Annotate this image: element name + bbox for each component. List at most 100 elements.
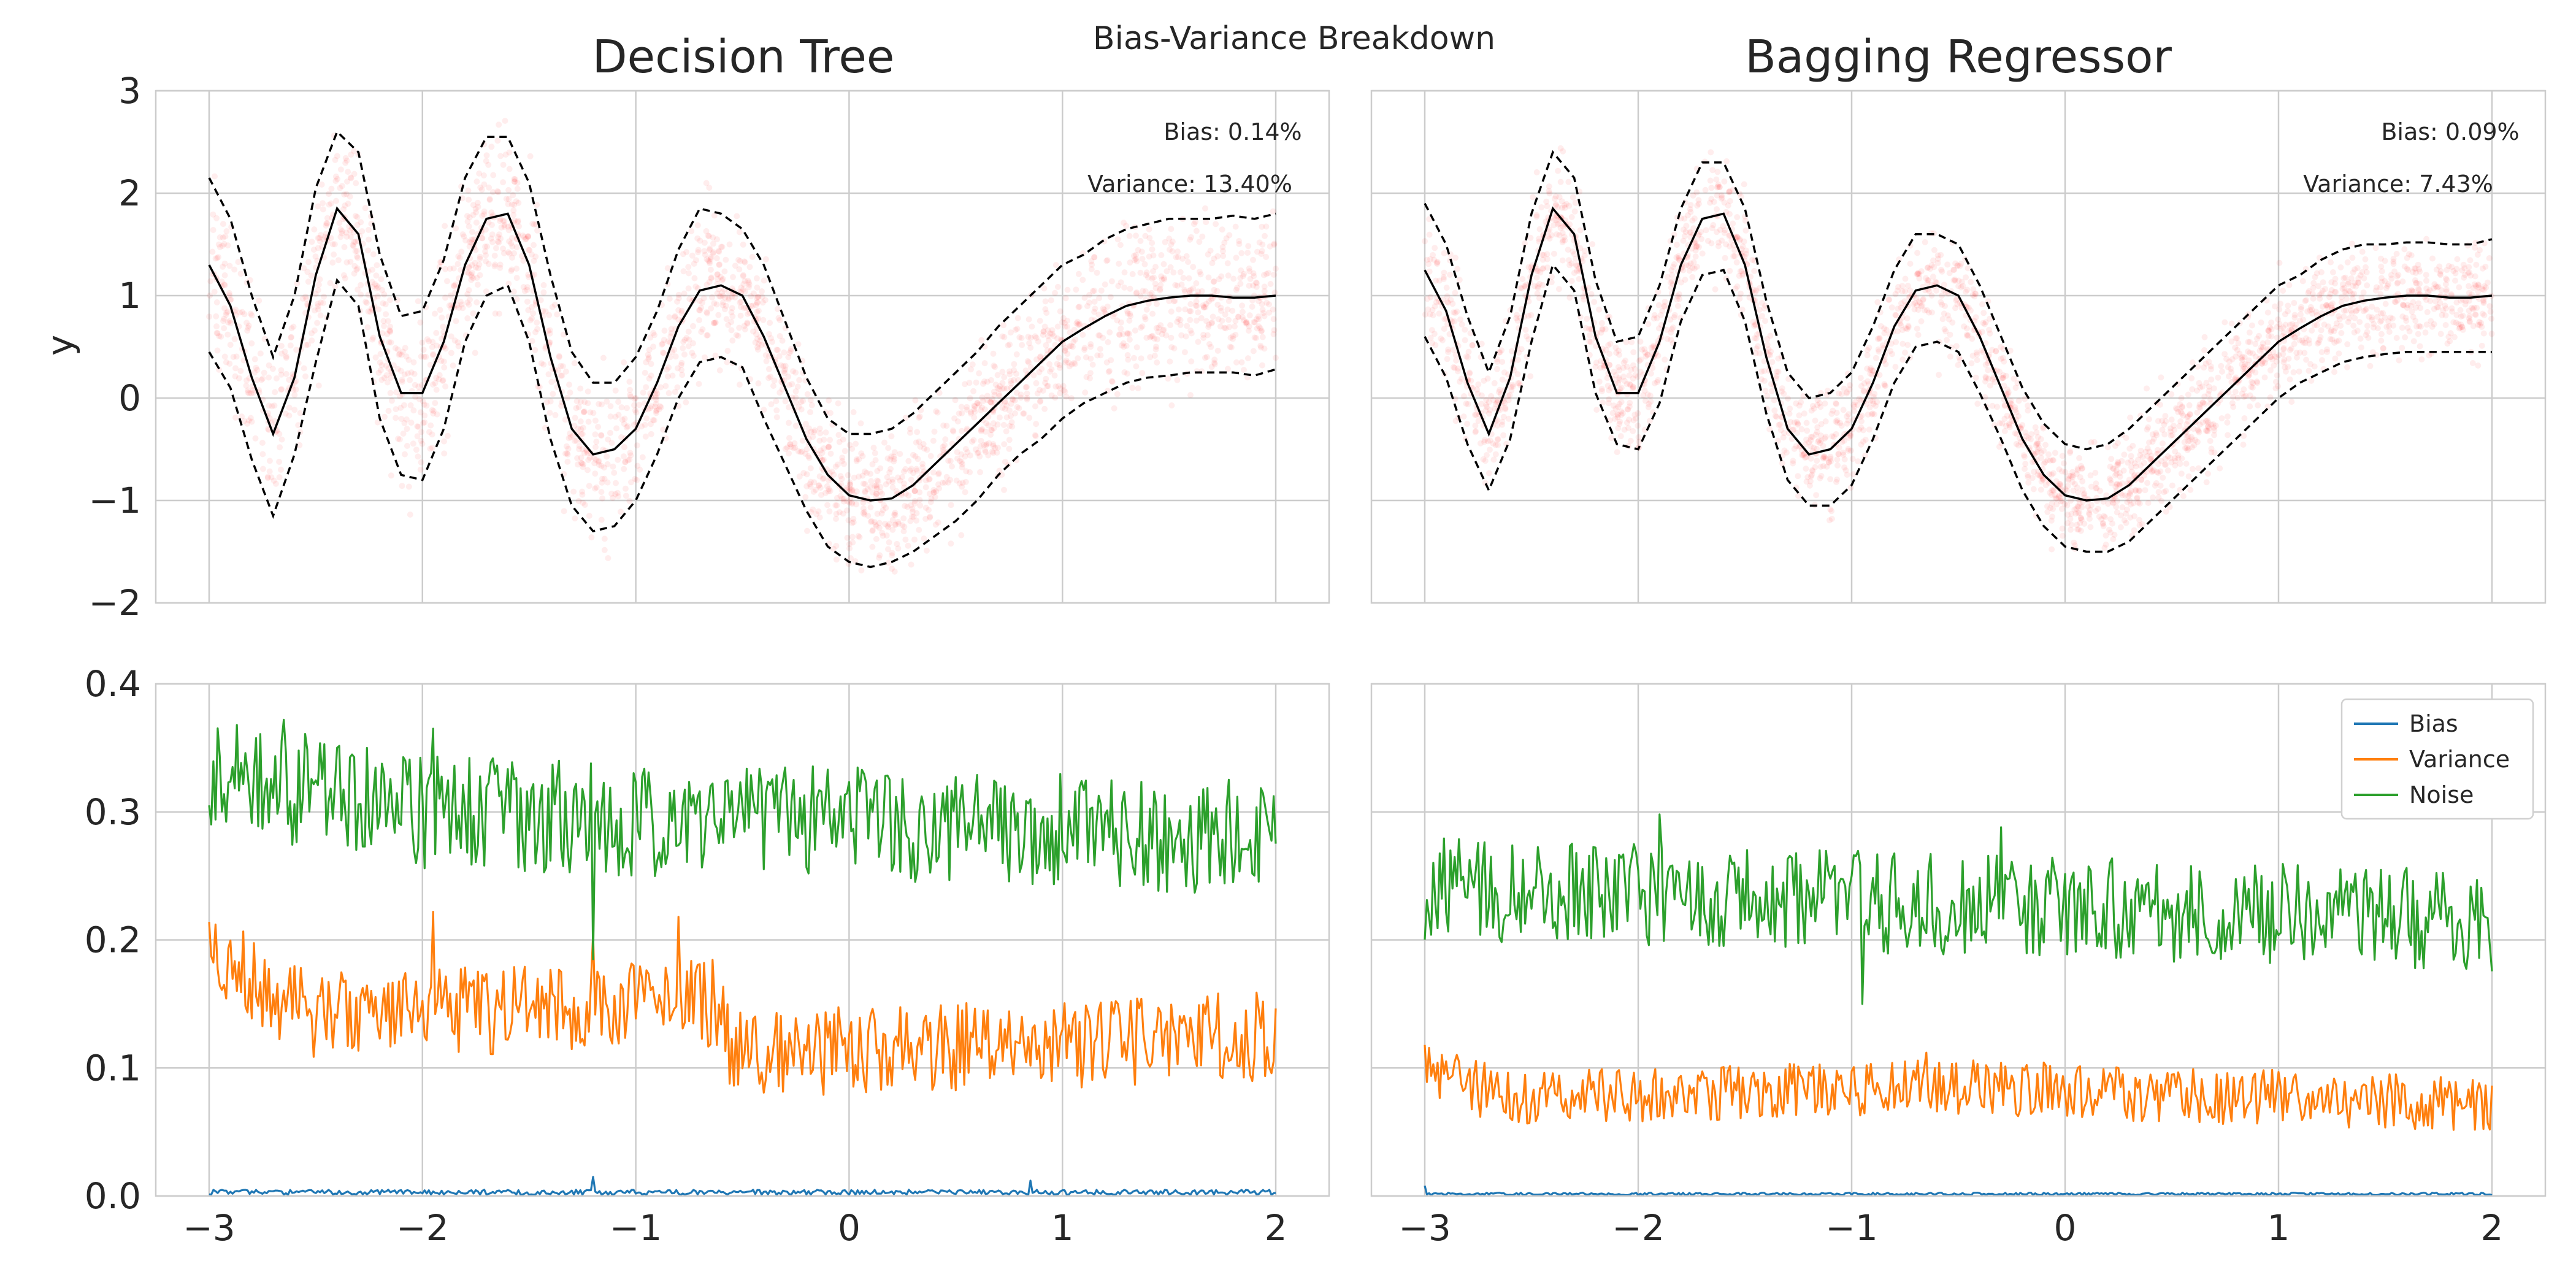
prediction-point bbox=[1121, 269, 1128, 276]
prediction-point bbox=[506, 250, 513, 257]
prediction-point bbox=[1591, 299, 1598, 305]
prediction-point bbox=[348, 151, 355, 158]
prediction-point bbox=[1200, 302, 1206, 309]
prediction-point bbox=[1544, 203, 1551, 210]
prediction-point bbox=[586, 513, 592, 519]
prediction-point bbox=[1608, 435, 1615, 442]
prediction-point bbox=[832, 463, 839, 470]
prediction-point bbox=[2047, 457, 2053, 464]
prediction-point bbox=[1676, 257, 1683, 264]
prediction-point bbox=[2240, 366, 2247, 372]
prediction-point bbox=[473, 178, 480, 185]
prediction-point bbox=[1777, 421, 1784, 427]
prediction-point bbox=[714, 271, 721, 278]
prediction-point bbox=[621, 444, 627, 450]
prediction-point bbox=[474, 199, 481, 206]
prediction-point bbox=[543, 399, 550, 405]
prediction-point bbox=[578, 459, 585, 466]
prediction-point bbox=[435, 376, 442, 383]
prediction-point bbox=[643, 384, 650, 391]
prediction-point bbox=[2128, 468, 2135, 475]
prediction-point bbox=[642, 421, 648, 428]
prediction-point bbox=[781, 368, 788, 375]
prediction-point bbox=[2470, 285, 2477, 291]
prediction-point bbox=[421, 419, 428, 426]
prediction-point bbox=[1139, 323, 1146, 330]
prediction-point bbox=[1152, 280, 1159, 287]
prediction-point bbox=[710, 240, 716, 247]
prediction-point bbox=[1972, 374, 1979, 381]
prediction-point bbox=[786, 435, 792, 442]
prediction-point bbox=[468, 271, 475, 278]
prediction-point bbox=[821, 475, 827, 481]
prediction-point bbox=[209, 248, 216, 255]
prediction-point bbox=[1662, 356, 1668, 363]
prediction-point bbox=[579, 491, 586, 498]
prediction-point bbox=[718, 274, 724, 280]
prediction-point bbox=[466, 270, 472, 277]
prediction-point bbox=[972, 403, 978, 410]
prediction-point bbox=[1711, 199, 1717, 205]
prediction-point bbox=[891, 458, 897, 465]
prediction-point bbox=[849, 500, 856, 507]
prediction-point bbox=[1495, 389, 1502, 396]
prediction-point bbox=[627, 391, 634, 398]
prediction-point bbox=[659, 350, 666, 356]
prediction-point bbox=[447, 292, 454, 299]
prediction-point bbox=[415, 383, 422, 390]
prediction-point bbox=[501, 223, 508, 230]
prediction-point bbox=[817, 485, 824, 491]
prediction-point bbox=[373, 272, 380, 279]
prediction-point bbox=[1201, 304, 1208, 311]
prediction-point bbox=[1965, 265, 1971, 272]
prediction-point bbox=[506, 166, 513, 172]
prediction-point bbox=[646, 347, 653, 353]
prediction-point bbox=[836, 439, 843, 445]
prediction-point bbox=[983, 441, 990, 448]
prediction-point bbox=[1086, 291, 1093, 298]
prediction-point bbox=[525, 272, 532, 278]
prediction-point bbox=[889, 526, 896, 533]
prediction-point bbox=[2271, 362, 2277, 369]
prediction-point bbox=[1928, 262, 1935, 269]
prediction-point bbox=[2208, 376, 2215, 383]
prediction-point bbox=[1239, 302, 1246, 309]
prediction-point bbox=[470, 212, 477, 218]
prediction-point bbox=[703, 332, 710, 339]
prediction-point bbox=[213, 299, 220, 305]
prediction-point bbox=[494, 137, 501, 144]
prediction-point bbox=[996, 414, 1003, 421]
prediction-point bbox=[2396, 357, 2402, 364]
prediction-point bbox=[2168, 428, 2174, 435]
prediction-point bbox=[2409, 269, 2416, 275]
prediction-point bbox=[719, 243, 726, 250]
prediction-point bbox=[653, 408, 659, 415]
prediction-point bbox=[2119, 492, 2126, 499]
prediction-point bbox=[1818, 421, 1825, 427]
prediction-point bbox=[1225, 298, 1232, 304]
prediction-point bbox=[1071, 359, 1077, 366]
prediction-point bbox=[404, 443, 410, 449]
prediction-point bbox=[2159, 426, 2166, 433]
prediction-point bbox=[2335, 313, 2342, 320]
prediction-point bbox=[2351, 290, 2357, 297]
prediction-point bbox=[988, 399, 995, 406]
prediction-point bbox=[244, 420, 251, 427]
prediction-point bbox=[872, 457, 879, 464]
prediction-point bbox=[1641, 387, 1648, 394]
prediction-point bbox=[525, 233, 532, 239]
prediction-point bbox=[971, 406, 978, 413]
prediction-point bbox=[1127, 313, 1134, 320]
prediction-point bbox=[2113, 470, 2120, 477]
prediction-point bbox=[484, 243, 491, 250]
prediction-point bbox=[1001, 334, 1008, 340]
prediction-point bbox=[550, 391, 556, 397]
prediction-point bbox=[634, 477, 640, 483]
prediction-point bbox=[508, 201, 515, 208]
prediction-point bbox=[988, 377, 994, 383]
prediction-point bbox=[1116, 331, 1122, 338]
prediction-point bbox=[511, 178, 518, 185]
prediction-point bbox=[619, 416, 626, 423]
prediction-point bbox=[786, 420, 792, 426]
prediction-point bbox=[1865, 378, 1871, 385]
